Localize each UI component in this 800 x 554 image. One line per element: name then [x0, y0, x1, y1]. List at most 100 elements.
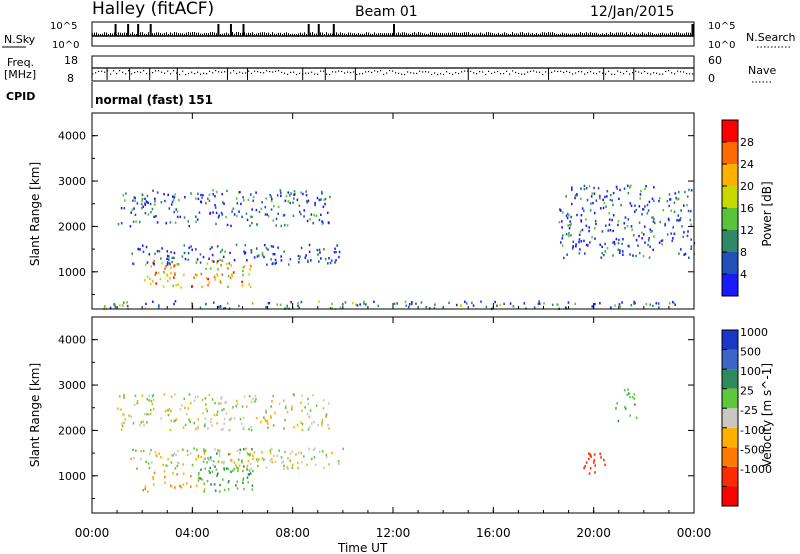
nave-dot	[626, 70, 628, 73]
nave-dot	[242, 72, 244, 74]
power-echo-point	[523, 302, 526, 305]
power-echo-point	[165, 222, 168, 225]
nave-dot	[620, 71, 622, 73]
power-echo-point	[561, 220, 563, 223]
velocity-echo-point	[252, 469, 254, 473]
power-echo-point	[153, 215, 155, 219]
power-echo-point	[404, 300, 407, 304]
power-echo-point	[217, 305, 219, 309]
power-echo-point	[165, 265, 167, 268]
power-echo-point	[158, 250, 161, 253]
velocity-echo-point	[167, 458, 169, 461]
power-echo-point	[268, 301, 271, 305]
velocity-echo-point	[124, 418, 127, 421]
nsky-bar	[488, 32, 489, 36]
power-echo-point	[166, 257, 168, 261]
velocity-echo-point	[182, 448, 184, 451]
velocity-echo-point	[283, 464, 285, 468]
power-echo-point	[205, 277, 208, 280]
power-echo-point	[175, 283, 177, 287]
power-echo-point	[686, 234, 689, 238]
velocity-echo-point	[587, 457, 590, 461]
nave-dot	[179, 73, 181, 76]
velocity-echo-point	[179, 484, 181, 488]
nave-dot	[668, 70, 670, 72]
power-range-tick-label: 1000	[58, 266, 86, 279]
nsky-bar	[624, 33, 625, 36]
nsky-top-tick: 10^5	[50, 21, 77, 32]
nsky-bar	[364, 33, 365, 36]
velocity-echo-point	[197, 427, 200, 430]
velocity-echo-point	[142, 420, 144, 423]
power-echo-point	[570, 234, 572, 237]
nave-dot	[479, 71, 481, 73]
velocity-echo-point	[246, 476, 249, 479]
nave-dot	[191, 71, 193, 73]
nsky-bar	[392, 33, 393, 36]
nsky-bar	[302, 33, 303, 36]
nsky-bar	[284, 32, 285, 36]
velocity-echo-point	[250, 425, 253, 429]
power-echo-point	[581, 228, 584, 232]
power-echo-point	[551, 303, 554, 307]
power-echo-point	[174, 300, 177, 303]
nave-dot	[263, 72, 265, 74]
nave-dot	[500, 73, 502, 75]
velocity-echo-point	[147, 413, 150, 416]
velocity-echo-point	[223, 407, 225, 411]
power-echo-point	[610, 193, 612, 197]
velocity-echo-point	[248, 469, 251, 472]
nave-dot	[161, 71, 163, 73]
power-echo-point	[307, 199, 310, 202]
nave-dot	[545, 71, 547, 73]
nsky-bar	[432, 32, 433, 36]
power-echo-point	[570, 215, 573, 219]
nsky-bar	[274, 33, 275, 36]
nave-dot	[551, 71, 553, 73]
power-echo-point	[227, 274, 230, 278]
power-echo-point	[270, 258, 272, 261]
power-echo-point	[658, 306, 660, 309]
power-color-step	[722, 186, 738, 208]
power-echo-point	[580, 187, 582, 190]
nsky-bar	[268, 32, 269, 36]
power-echo-point	[170, 250, 172, 254]
nsky-bar	[240, 33, 241, 36]
velocity-echo-point	[228, 453, 230, 456]
velocity-echo-point	[246, 464, 249, 468]
velocity-echo-point	[186, 412, 188, 416]
velocity-echo-point	[246, 468, 249, 471]
nsky-bar	[648, 32, 649, 36]
nsky-bar	[208, 33, 209, 36]
nave-dot	[110, 73, 112, 75]
velocity-echo-point	[205, 403, 207, 406]
velocity-echo-point	[165, 464, 168, 467]
nsky-bar	[196, 32, 197, 36]
power-echo-point	[644, 205, 646, 208]
nave-dot	[671, 72, 673, 74]
power-echo-point	[622, 253, 624, 256]
nsky-bar	[158, 32, 159, 36]
power-echo-point	[145, 263, 147, 266]
velocity-echo-point	[243, 465, 245, 468]
velocity-echo-point	[310, 422, 313, 425]
power-echo-point	[583, 209, 585, 213]
velocity-echo-point	[222, 462, 225, 465]
velocity-echo-point	[173, 393, 176, 396]
nsky-bar	[642, 32, 643, 36]
power-echo-point	[538, 300, 540, 303]
nsky-bar	[294, 33, 295, 36]
power-echo-point	[583, 239, 585, 243]
nave-dot	[230, 72, 232, 74]
power-echo-point	[233, 258, 236, 262]
power-echo-point	[611, 199, 614, 202]
power-echo-point	[677, 191, 680, 194]
power-echo-point	[327, 262, 329, 265]
power-echo-point	[570, 188, 573, 191]
nave-dot	[395, 72, 397, 74]
velocity-echo-point	[214, 401, 216, 405]
nsky-bar	[202, 33, 203, 36]
velocity-echo-point	[624, 405, 626, 409]
power-echo-point	[261, 254, 264, 257]
